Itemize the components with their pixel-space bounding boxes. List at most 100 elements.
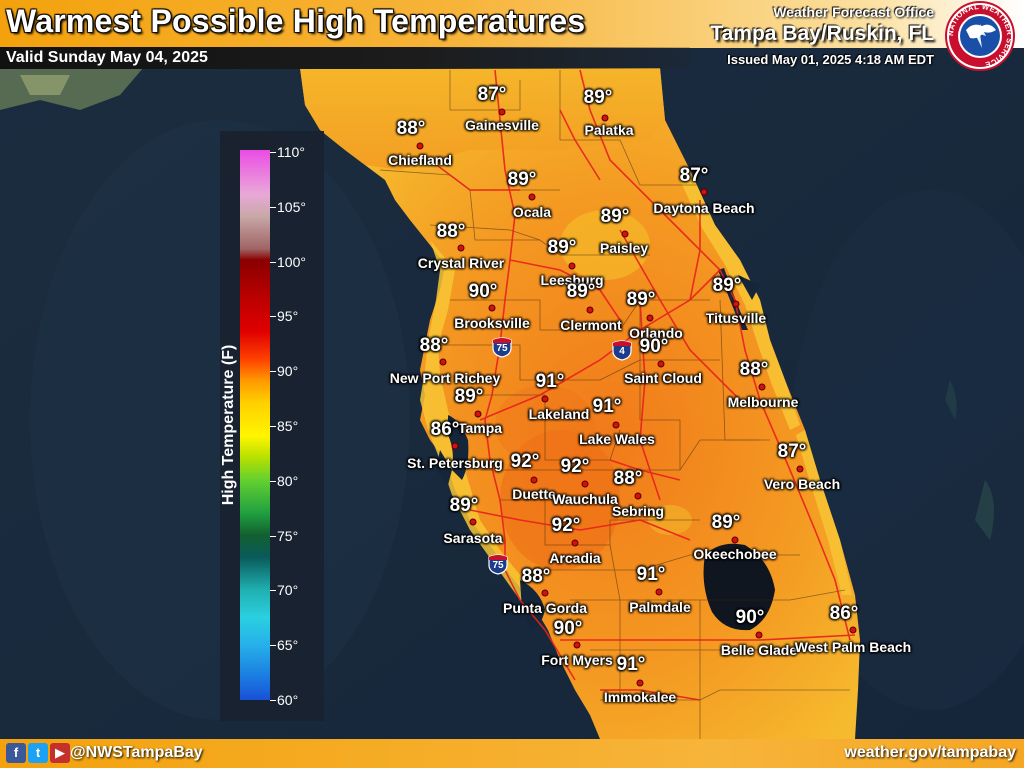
city-temperature: 89° (507, 169, 537, 190)
city-name: West Palm Beach (794, 639, 912, 655)
city-marker (457, 244, 465, 252)
city-temperature: 89° (600, 206, 630, 227)
city-marker (416, 142, 424, 150)
city-marker (498, 108, 506, 116)
city-temperature: 91° (636, 564, 666, 585)
city-name: Brooksville (454, 315, 530, 331)
city-marker (732, 300, 740, 308)
facebook-icon[interactable]: f (6, 743, 26, 763)
city-marker (474, 410, 482, 418)
city-temperature: 89° (454, 386, 484, 407)
twitter-icon[interactable]: t (28, 743, 48, 763)
city-name: Chiefland (388, 152, 452, 168)
interstate-shield-icon (488, 554, 508, 575)
city-marker (571, 539, 579, 547)
city-marker (646, 314, 654, 322)
city-name: Ocala (512, 204, 552, 220)
legend-tick-mark (270, 152, 276, 153)
city-temperature: 87° (777, 441, 807, 462)
city-marker (586, 306, 594, 314)
city-name: Duette (512, 486, 556, 502)
legend-tick-mark (270, 371, 276, 373)
city-temperature: 89° (711, 512, 741, 533)
city-marker (488, 304, 496, 312)
city-name: Paisley (599, 240, 649, 256)
city-temperature: 92° (510, 451, 540, 472)
legend-tick-label: 65° (277, 637, 299, 654)
city-temperature: 89° (626, 289, 656, 310)
website-link[interactable]: weather.gov/tampabay (844, 744, 1016, 761)
city-temperature: 89° (547, 237, 577, 258)
city-temperature: 88° (613, 468, 643, 489)
city-name: Fort Myers (541, 652, 613, 668)
city-name: Palmdale (629, 599, 691, 615)
city-temperature: 89° (566, 281, 596, 302)
city-temperature: 90° (735, 607, 765, 628)
legend-tick-label: 60° (277, 692, 299, 708)
city-temperature: 86° (430, 419, 460, 440)
city-marker (469, 518, 477, 526)
city-marker (849, 626, 857, 634)
highways (429, 69, 856, 701)
legend-tick-mark (270, 316, 276, 318)
city-temperature: 92° (560, 456, 590, 477)
city-name: Titusville (705, 310, 767, 326)
city-temperature: 91° (616, 654, 646, 675)
city-name: Clermont (560, 317, 622, 333)
legend-tick-mark (270, 261, 276, 263)
city-marker (530, 476, 538, 484)
city-name: New Port Richey (389, 370, 501, 386)
city-name: Okeechobee (693, 546, 777, 562)
legend-tick-mark (270, 480, 276, 482)
legend-tick-label: 95° (277, 308, 299, 325)
city-marker (601, 114, 609, 122)
city-name: Palatka (584, 122, 634, 138)
city-name: Gainesville (465, 117, 539, 133)
city-name: Leesburg (540, 272, 604, 288)
legend-tick-label: 85° (277, 418, 299, 434)
nws-logo-icon: NATIONAL WEATHER SERVICE (945, 1, 1015, 71)
city-temperature: 88° (739, 359, 769, 380)
office-name: Tampa Bay/Ruskin, FL (710, 22, 934, 45)
city-temperature: 89° (449, 495, 479, 516)
city-name: Lake Wales (579, 431, 655, 447)
legend-tick-label: 110° (277, 144, 305, 160)
interstate-shield: 75 (488, 553, 508, 575)
city-marker (528, 193, 536, 201)
legend-tick-label: 100° (277, 253, 306, 270)
legend-tick-mark (270, 700, 276, 701)
legend-tick-label: 90° (277, 363, 299, 380)
issued-time: Issued May 01, 2025 4:18 AM EDT (727, 52, 934, 67)
city-marker (581, 480, 589, 488)
interstate-shield: 4 (612, 339, 632, 361)
city-marker (451, 442, 459, 450)
city-temperature: 91° (535, 371, 565, 392)
legend-axis-label: High Temperature (F) (220, 344, 237, 506)
city-marker (657, 360, 665, 368)
city-temperature: 88° (419, 335, 449, 356)
city-temperature: 86° (829, 603, 859, 624)
city-marker (636, 679, 644, 687)
youtube-icon[interactable]: ▶ (50, 743, 70, 763)
city-marker (755, 631, 763, 639)
legend-tick-label: 80° (277, 472, 299, 489)
city-marker (568, 262, 576, 270)
city-name: Sarasota (443, 530, 503, 546)
city-name: Saint Cloud (624, 370, 702, 386)
city-name: Melbourne (727, 394, 799, 410)
social-handle[interactable]: @NWSTampaBay (70, 744, 203, 761)
city-marker (541, 589, 549, 597)
city-temperature: 90° (553, 618, 583, 639)
header-bar (0, 0, 1024, 48)
legend-tick-mark (270, 206, 276, 208)
office-label: Weather Forecast Office (773, 4, 934, 20)
city-temperature: 87° (679, 165, 709, 186)
legend-tick-mark (270, 645, 276, 647)
city-temperature: 88° (396, 118, 426, 139)
city-temperature: 91° (592, 396, 622, 417)
city-name: Belle Glade (720, 642, 798, 658)
city-marker (634, 492, 642, 500)
legend-color-bar (240, 150, 270, 700)
city-temperature: 92° (551, 515, 581, 536)
